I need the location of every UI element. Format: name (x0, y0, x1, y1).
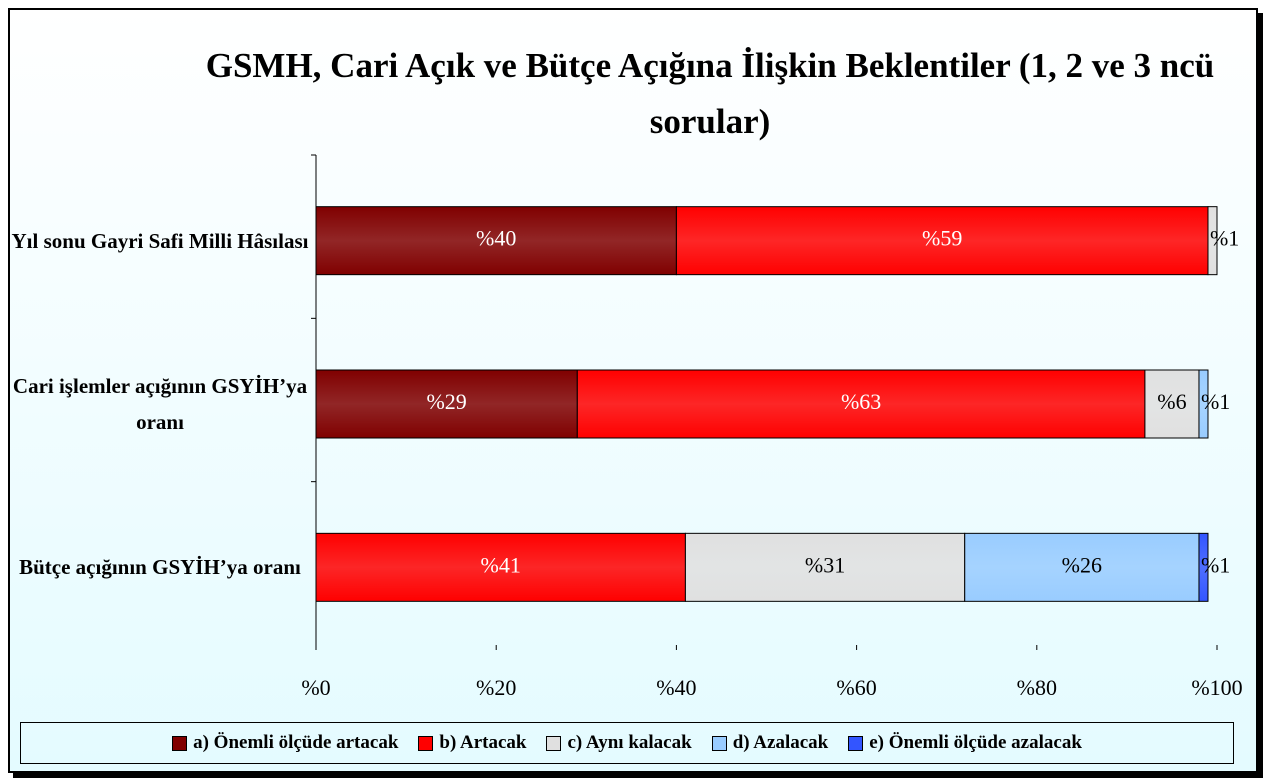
bar-segment (1207, 206, 1218, 276)
data-label: %31 (805, 552, 845, 577)
category-label: Bütçe açığının GSYİH’ya oranı (19, 555, 301, 580)
x-tick-label: %100 (1191, 675, 1242, 700)
data-label: %1 (1210, 226, 1239, 251)
data-label: %59 (922, 226, 962, 251)
legend-swatch (711, 735, 727, 751)
x-tick-label: %40 (656, 675, 696, 700)
legend-swatch (418, 735, 434, 751)
category-label: Yıl sonu Gayri Safi Milli Hâsılası (11, 228, 309, 253)
legend-label: c) Aynı kalacak (567, 732, 692, 753)
legend-label: a) Önemli ölçüde artacak (193, 732, 399, 753)
data-label: %29 (426, 389, 466, 414)
chart-title: GSMH, Cari Açık ve Bütçe Açığına İlişkin… (205, 46, 1215, 141)
data-label: %41 (481, 552, 521, 577)
x-tick-label: %60 (836, 675, 876, 700)
data-label: %63 (841, 389, 881, 414)
legend-item: c) Aynı kalacak (546, 732, 692, 754)
legend-swatch (546, 735, 562, 751)
bar-segment (315, 532, 686, 602)
data-label: %40 (476, 226, 516, 251)
legend-item: a) Önemli ölçüde artacak (172, 732, 398, 754)
bar-segment (684, 532, 966, 602)
data-label: %26 (1062, 552, 1102, 577)
bar-segment (1198, 369, 1209, 439)
bar-segment (675, 206, 1209, 276)
legend-label: e) Önemli ölçüde azalacak (869, 732, 1082, 753)
bar-segment (1198, 532, 1209, 602)
legend-swatch (172, 735, 188, 751)
category-label: Cari işlemler açığının GSYİH’ya oranı (12, 374, 308, 434)
legend-item: d) Azalacak (711, 732, 829, 754)
bar-segment (1144, 369, 1200, 439)
bar-segment (964, 532, 1200, 602)
x-tick-label: %80 (1017, 675, 1057, 700)
data-label: %1 (1201, 389, 1230, 414)
data-label: %6 (1157, 389, 1186, 414)
data-label: %1 (1201, 552, 1230, 577)
x-tick-label: %0 (301, 675, 330, 700)
bar-segment (315, 206, 677, 276)
legend: a) Önemli ölçüde artacak b) Artacak c) Ayn… (20, 722, 1234, 764)
legend-label: b) Artacak (439, 732, 527, 753)
legend-item: b) Artacak (418, 732, 526, 754)
legend-swatch (848, 735, 864, 751)
legend-item: e) Önemli ölçüde azalacak (848, 732, 1082, 754)
bar-segment (576, 369, 1146, 439)
x-tick-label: %20 (476, 675, 516, 700)
legend-label: d) Azalacak (732, 732, 829, 753)
